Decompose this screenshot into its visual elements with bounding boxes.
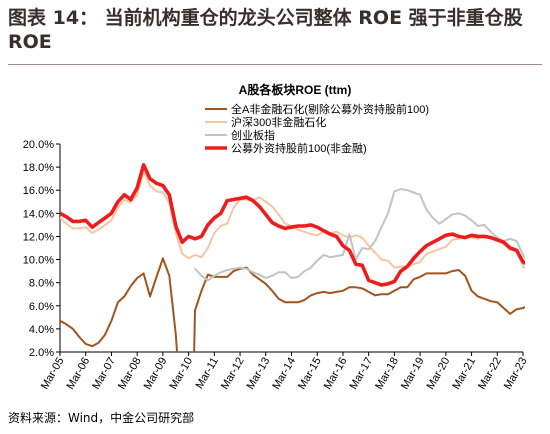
x-tick-label: Mar-15 bbox=[296, 356, 324, 392]
y-tick-label: 2.0% bbox=[29, 347, 54, 359]
chart-legend: 全A非金融石化(剔除公募外资持股前100)沪深300非金融石化创业板指公募外资持… bbox=[205, 102, 429, 155]
y-tick-label: 6.0% bbox=[29, 301, 54, 313]
y-tick-label: 18.0% bbox=[23, 162, 54, 174]
legend-label-4: 公募外资持股前100(非金融) bbox=[231, 141, 367, 155]
x-tick-label: Mar-18 bbox=[373, 356, 401, 392]
x-tick-label: Mar-06 bbox=[65, 356, 93, 392]
x-tick-label: Mar-12 bbox=[219, 356, 247, 392]
x-tick-label: Mar-23 bbox=[502, 356, 530, 392]
series-line-2 bbox=[60, 170, 525, 270]
x-tick-label: Mar-21 bbox=[450, 356, 478, 392]
x-tick-label: Mar-10 bbox=[167, 356, 195, 392]
chart-plot-area bbox=[60, 163, 525, 352]
series-line-1 bbox=[60, 257, 525, 352]
chart-axes: 2.0% 4.0% 6.0% 8.0% 10.0% 12.0% 14.0% 16.0% 18.0… bbox=[23, 139, 530, 392]
figure-title: 图表 14： 当前机构重仓的龙头公司整体 ROE 强于非重仓股 ROE bbox=[8, 7, 523, 53]
y-tick-label: 8.0% bbox=[29, 278, 54, 290]
x-tick-label: Mar-16 bbox=[322, 356, 350, 392]
title-divider bbox=[8, 64, 542, 65]
x-tick-label: Mar-13 bbox=[245, 356, 273, 392]
x-tick-label: Mar-09 bbox=[142, 356, 170, 392]
chart-title: A股各板块ROE (ttm) bbox=[239, 82, 352, 97]
x-tick-label: Mar-08 bbox=[116, 356, 144, 392]
x-tick-label: Mar-20 bbox=[425, 356, 453, 392]
y-tick-label: 20.0% bbox=[23, 139, 54, 151]
y-tick-label: 12.0% bbox=[23, 231, 54, 243]
x-tick-label: Mar-05 bbox=[39, 356, 67, 392]
x-tick-label: Mar-11 bbox=[194, 356, 221, 391]
series-line-4 bbox=[60, 163, 525, 287]
x-tick-label: Mar-07 bbox=[90, 356, 118, 392]
x-tick-label: Mar-19 bbox=[399, 356, 427, 392]
source-note: 资料来源：Wind，中金公司研究部 bbox=[8, 411, 195, 425]
y-tick-label: 14.0% bbox=[23, 208, 54, 220]
x-tick-label: Mar-14 bbox=[270, 356, 298, 392]
chart-container: A股各板块ROE (ttm) 全A非金融石化(剔除公募外资持股前100) 沪深30… bbox=[0, 64, 550, 408]
y-tick-label: 4.0% bbox=[29, 324, 54, 336]
legend-label-3: 创业板指 bbox=[231, 128, 275, 142]
series-line-3 bbox=[194, 188, 525, 282]
roe-line-chart: A股各板块ROE (ttm) 全A非金融石化(剔除公募外资持股前100)沪深30… bbox=[23, 82, 530, 392]
y-tick-label: 16.0% bbox=[23, 185, 54, 197]
y-tick-label: 10.0% bbox=[23, 255, 54, 267]
legend-label-2: 沪深300非金融石化 bbox=[231, 115, 326, 129]
legend-label-1: 全A非金融石化(剔除公募外资持股前100) bbox=[231, 102, 429, 116]
x-tick-label: Mar-22 bbox=[476, 356, 504, 392]
x-tick-label: Mar-17 bbox=[347, 356, 375, 392]
